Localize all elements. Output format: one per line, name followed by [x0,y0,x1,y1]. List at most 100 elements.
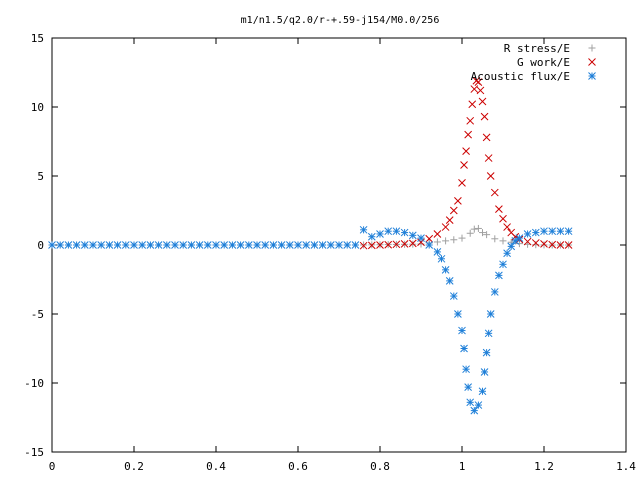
data-point [486,172,495,180]
data-point [474,78,483,87]
data-point [179,241,188,249]
data-point [72,241,81,249]
x-tick-label: 0 [49,460,56,473]
data-point [162,241,171,249]
y-tick-label: -15 [24,446,44,459]
x-tick-label: 0.8 [370,460,390,473]
data-point [367,241,376,250]
data-point [556,227,565,236]
data-marks [48,76,573,415]
legend-label: Acoustic flux/E [471,70,570,83]
data-point [433,238,441,246]
data-point [318,241,327,249]
data-point [56,241,65,249]
data-point [523,230,532,238]
data-point [80,241,89,249]
data-point [130,241,138,249]
data-point [171,241,179,249]
data-point [462,365,470,374]
data-point [474,401,483,409]
data-point [302,241,311,249]
x-tick-label: 1.4 [616,460,636,473]
data-point [450,236,458,244]
data-point [490,288,499,296]
data-point [474,224,482,232]
data-point [540,227,548,236]
data-point [548,240,557,249]
data-point [48,241,56,249]
data-point [392,227,401,236]
data-point [458,179,466,187]
x-tick-label: 0.6 [288,460,308,473]
data-point [212,241,220,249]
y-tick-label: 5 [37,170,44,183]
data-point [531,239,540,247]
x-tick-label: 1 [459,460,466,473]
data-point [507,242,516,251]
data-point [503,223,511,231]
data-point [460,161,468,169]
data-point [294,241,302,249]
data-point [449,206,458,215]
data-point [478,97,487,106]
data-point [441,223,450,231]
data-point [466,116,475,125]
data-point [511,237,520,245]
data-point [482,348,491,357]
data-point [464,130,473,139]
data-point [105,241,114,249]
data-point [269,241,278,249]
data-point [400,240,409,248]
data-point [113,241,122,249]
data-point [503,249,511,258]
data-point [384,227,393,236]
data-point [64,241,73,249]
data-point [433,230,442,238]
data-point [392,240,401,249]
data-point [437,254,446,263]
data-point [466,398,475,407]
data-point [425,234,434,243]
data-point [482,133,491,142]
data-point [484,329,493,338]
data-point [203,241,212,249]
data-point [484,154,493,162]
x-tick-label: 0.2 [124,460,144,473]
data-point [408,239,417,248]
data-point [445,216,454,225]
data-point [310,241,319,249]
data-point [480,368,489,376]
data-point [548,227,557,236]
series-2 [359,76,573,250]
data-point [220,241,229,249]
data-point [449,292,458,300]
data-point [367,232,376,241]
data-point [470,225,478,233]
data-point [458,326,466,335]
data-point [146,241,155,249]
data-point [483,231,491,239]
data-point [441,265,450,274]
data-point [154,241,163,249]
legend-marker [588,72,596,80]
legend-label: G work/E [517,56,570,69]
y-tick-label: 0 [37,239,44,252]
x-tick-label: 1.2 [534,460,554,473]
data-point [460,344,468,353]
data-point [476,86,485,95]
data-point [277,241,286,249]
series-3 [48,225,573,415]
y-tick-label: -5 [31,308,44,321]
data-point [351,241,360,249]
legend-marker [588,44,596,52]
data-point [408,231,417,240]
data-point [359,241,368,250]
data-point [433,248,442,256]
data-point [495,205,503,213]
data-point [187,241,196,249]
data-point [253,241,261,249]
data-point [499,260,507,269]
data-point [359,225,368,234]
legend-label: R stress/E [504,42,570,55]
